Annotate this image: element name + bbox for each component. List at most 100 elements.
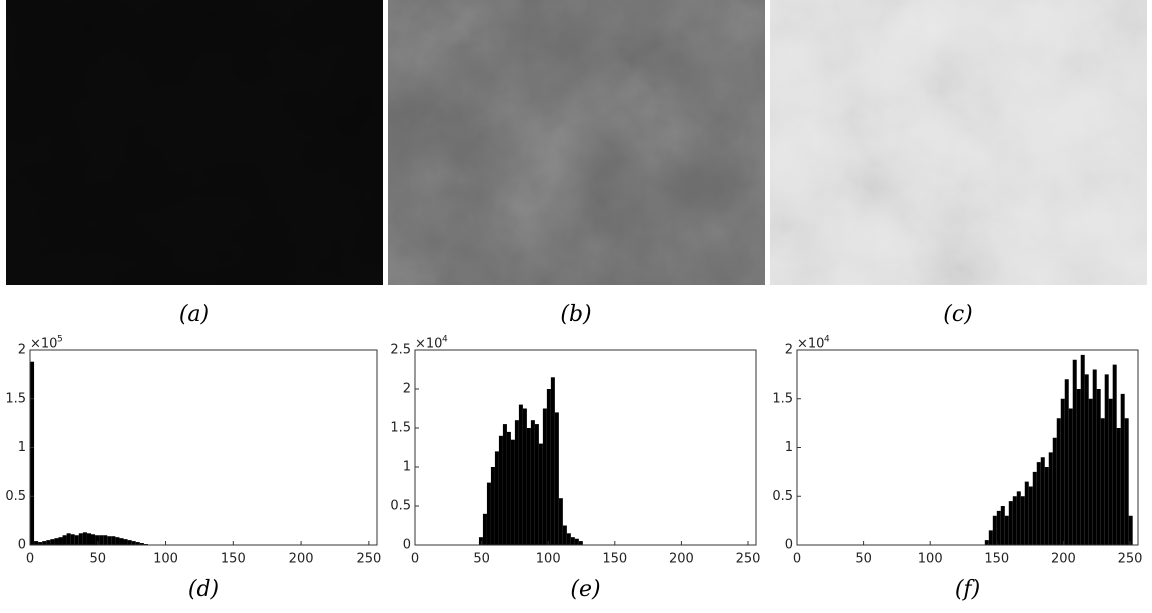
bar <box>66 533 71 545</box>
x-tick-label: 200 <box>1051 552 1076 567</box>
bar <box>38 542 43 545</box>
y-tick-label: 1.5 <box>772 391 793 406</box>
bar <box>1096 389 1101 545</box>
bar <box>1076 389 1081 545</box>
x-tick-label: 250 <box>1118 552 1143 567</box>
bar <box>542 408 547 545</box>
bar <box>522 408 527 545</box>
y-offset-exponent: 4 <box>824 335 830 345</box>
bar <box>74 535 79 545</box>
bar <box>54 538 59 545</box>
image-a <box>6 0 383 285</box>
bar <box>1012 496 1017 545</box>
bar <box>1112 364 1117 545</box>
caption: (f) <box>955 577 980 602</box>
x-tick-label: 50 <box>90 552 107 567</box>
x-tick-label: 200 <box>289 552 314 567</box>
caption: (b) <box>560 302 591 327</box>
bar <box>95 535 100 545</box>
bar <box>62 535 67 545</box>
y-tick-label: 1.5 <box>390 421 411 436</box>
bar <box>42 541 47 545</box>
y-offset-exponent: 4 <box>442 335 448 345</box>
bar <box>514 420 519 545</box>
bar <box>1024 481 1029 545</box>
bar <box>1064 379 1069 545</box>
bar <box>546 389 551 545</box>
x-tick-label: 100 <box>536 552 561 567</box>
y-tick-label: 0 <box>785 538 793 553</box>
bar <box>90 534 96 545</box>
x-tick-label: 250 <box>736 552 761 567</box>
bar <box>131 541 136 545</box>
bar <box>988 530 993 545</box>
bar <box>30 361 35 545</box>
y-tick-label: 1.5 <box>5 391 26 406</box>
plot-frame <box>414 349 757 546</box>
bar <box>50 539 55 545</box>
bar <box>482 513 487 545</box>
x-tick-label: 150 <box>602 552 627 567</box>
bar <box>506 431 511 545</box>
bar <box>34 541 39 545</box>
bar <box>1056 418 1061 545</box>
x-tick-label: 0 <box>411 552 419 567</box>
bar <box>46 540 51 545</box>
bar <box>1052 437 1057 545</box>
bar <box>538 443 543 545</box>
y-tick-label: 2 <box>785 343 793 358</box>
bar <box>526 428 531 545</box>
bar <box>99 535 104 545</box>
bar <box>566 533 571 545</box>
bar <box>490 467 495 545</box>
caption: (d) <box>188 577 219 602</box>
bar <box>554 412 559 545</box>
bar <box>1068 408 1073 545</box>
image-c <box>770 0 1147 285</box>
bar <box>1080 354 1085 545</box>
bar <box>578 541 583 545</box>
x-tick-label: 50 <box>855 552 872 567</box>
bar <box>534 424 539 545</box>
x-tick-label: 150 <box>984 552 1009 567</box>
bar <box>1004 515 1009 545</box>
bar <box>119 538 124 545</box>
bar <box>135 542 140 545</box>
bar <box>550 377 555 545</box>
bar <box>1040 457 1045 545</box>
x-tick-label: 100 <box>918 552 943 567</box>
bar <box>478 537 483 545</box>
bar <box>1028 486 1033 545</box>
bar <box>1084 374 1089 545</box>
y-tick-label: 2.5 <box>390 343 411 358</box>
y-tick-label: 2 <box>18 343 26 358</box>
caption: (c) <box>943 302 973 327</box>
y-offset-text: ×10 <box>415 337 442 352</box>
bar <box>111 536 116 545</box>
bar <box>562 525 567 545</box>
bar <box>574 538 579 545</box>
bar <box>1120 393 1125 545</box>
bar <box>992 515 997 545</box>
plot-frame <box>29 349 378 546</box>
x-tick-label: 0 <box>26 552 34 567</box>
bar <box>86 533 91 545</box>
caption: (a) <box>179 302 209 327</box>
bar <box>498 435 503 545</box>
bar <box>570 537 575 545</box>
bar <box>82 532 87 545</box>
bar <box>1128 515 1133 545</box>
bar <box>1008 501 1013 545</box>
bar <box>1116 428 1121 545</box>
y-offset-exponent: 5 <box>57 335 63 345</box>
bar <box>502 424 507 545</box>
bar <box>1048 452 1053 545</box>
y-tick-label: 0 <box>18 538 26 553</box>
y-tick-label: 0.5 <box>772 489 793 504</box>
bar <box>1020 496 1025 545</box>
y-tick-label: 2 <box>403 382 411 397</box>
bar <box>103 535 108 545</box>
bar <box>996 510 1001 545</box>
image-b <box>388 0 765 285</box>
